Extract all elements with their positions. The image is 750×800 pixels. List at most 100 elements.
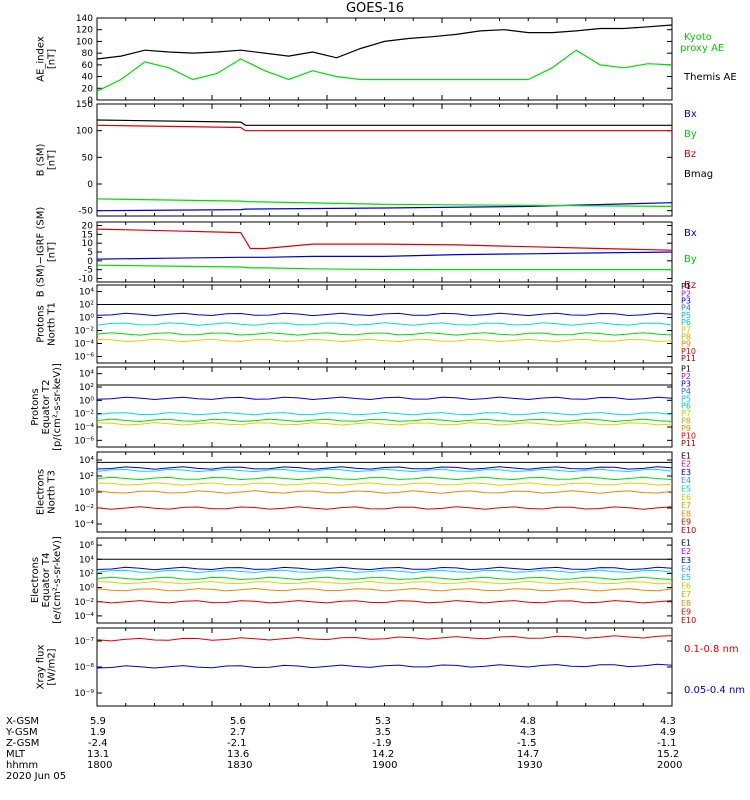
panel-frame-5 [96,366,673,448]
y-tick-label: 10⁻⁴ [74,612,94,622]
legend-p-t1-P11: P11 [681,354,696,363]
flux-series-5-6 [96,490,673,494]
y-tick-label: 10² [79,383,94,393]
legend-e-t3-E8: E8 [681,509,691,518]
eph-label-z: Z-GSM [6,738,40,749]
legend-e-t4-E5: E5 [681,573,691,582]
eph-label-x: X-GSM [6,716,40,727]
eph-mlt-1830: 13.6 [227,749,250,760]
eph-y-1830: 2.7 [230,727,246,738]
legend-e-t4-E9: E9 [681,607,691,616]
legend-p-t1-P8: P8 [681,332,691,341]
flux-series-3-5 [96,338,673,343]
y-axis-label-text: [W/m2] [47,648,58,685]
flux-series-5-5 [96,482,673,486]
y-axis-label-text: Protons [36,305,47,342]
y-axis-label-5: Protons Equator T2 [p/(cm²-s-sr-keV)] [30,363,63,451]
y-tick-label: 10 [82,239,94,249]
y-tick-label: 0 [87,96,93,106]
legend-e-t4-E10: E10 [681,616,696,625]
y-tick-label: 150 [76,100,93,110]
legend-e-t3-E6: E6 [681,493,691,502]
legend-p-t1-P1: P1 [681,282,691,291]
eph-y-1800: 1.9 [90,727,106,738]
y-tick-label: 10⁴ [79,288,94,298]
eph-label-hhmm: hhmm [6,760,39,771]
legend-bz: Bz [684,149,696,160]
y-tick-label: 10⁻⁶ [74,436,94,446]
flux-series-3-4 [96,332,673,336]
legend-bx-2: Bx [684,228,697,239]
flux-series-4-5 [96,422,673,426]
legend-e-t4-E7: E7 [681,590,691,599]
y-tick-label: 10⁻⁴ [74,520,94,530]
y-axis-label-text: [nT] [47,242,58,262]
eph-z-1900: -1.9 [372,738,392,749]
flux-series-3-2 [96,312,673,317]
y-tick-label: 10⁻² [74,598,94,608]
y-axis-label-text: North T3 [47,470,58,514]
legend-e-t4-E4: E4 [681,564,691,573]
flux-series-6-7 [96,600,673,604]
legend-p-t1-P2: P2 [681,289,691,298]
legend-e-t3-E2: E2 [681,460,691,469]
legend-e-t3-E7: E7 [681,501,691,510]
y-axis-label-text: [nT] [47,49,58,69]
y-axis-label-text: [nT] [47,150,58,170]
legend-by-2: By [684,254,697,265]
legend-bx: Bx [684,109,697,120]
legend-p-t1-P9: P9 [681,340,691,349]
y-axis-label-text: B (SM) [36,143,47,176]
flux-series-4-4 [96,418,673,423]
eph-mlt-1930: 14.7 [517,749,540,760]
legend-e-t4-E2: E2 [681,547,691,556]
y-tick-label: 10⁰ [79,396,94,406]
y-axis-label-6: Electrons North T3 [36,469,58,515]
eph-x-1930: 4.8 [520,716,536,727]
eph-hhmm-1930: 1930 [517,760,543,771]
chart-title: GOES-16 [345,1,404,16]
y-tick-label: 140 [76,14,93,24]
legend-p-t2-P4: P4 [681,387,691,396]
flux-series-6-3 [96,569,673,574]
eph-mlt-2000: 15.2 [657,749,680,760]
y-tick-label: 20 [82,84,94,94]
y-tick-label: 0 [87,257,93,267]
eph-x-1800: 5.9 [90,716,106,727]
y-tick-label: 80 [82,49,94,59]
legend-e-t3-E1: E1 [681,451,691,460]
bigrf-series-2 [96,264,672,271]
legend-xray-short: 0.05-0.4 nm [684,685,745,696]
y-tick-label: 100 [76,37,93,47]
y-axis-label-text: Xray flux [36,645,47,690]
y-axis-label-text: [e/(cm²-s-sr-keV)] [52,536,63,624]
y-axis-label-text: [p/(cm²-s-sr-keV)] [52,363,63,451]
eph-hhmm-1830: 1830 [227,760,253,771]
y-tick-label: 10⁻² [74,327,94,337]
legend-bz-2: Bz [684,280,696,291]
legend-p-t2-P8: P8 [681,417,691,426]
y-axis-label-text: Protons [30,388,41,425]
flux-series-5-4 [96,476,673,481]
eph-hhmm-2000: 2000 [657,760,683,771]
legend-e-t3-E4: E4 [681,476,691,485]
y-tick-label: 10² [79,569,94,579]
eph-hhmm-1900: 1900 [372,760,398,771]
y-tick-label: 10⁰ [79,488,94,498]
eph-z-1830: -2.1 [227,738,247,749]
flux-series-5-3 [96,468,673,473]
y-tick-label: 10⁴ [79,555,94,565]
legend-e-t3-E5: E5 [681,485,691,494]
y-tick-label: 10⁰ [79,314,94,324]
y-tick-label: 10⁻² [74,410,94,420]
y-tick-label: 120 [76,26,93,36]
flux-series-5-7 [96,506,673,510]
bsm-series-4 [96,119,672,126]
legend-p-t2-P1: P1 [681,364,691,373]
flux-series-4-3 [96,411,673,416]
y-tick-label: -5 [84,266,93,276]
legend-p-t2-P10: P10 [681,432,696,441]
y-tick-label: -50 [78,207,93,217]
y-tick-label: 10⁻⁴ [74,423,94,433]
